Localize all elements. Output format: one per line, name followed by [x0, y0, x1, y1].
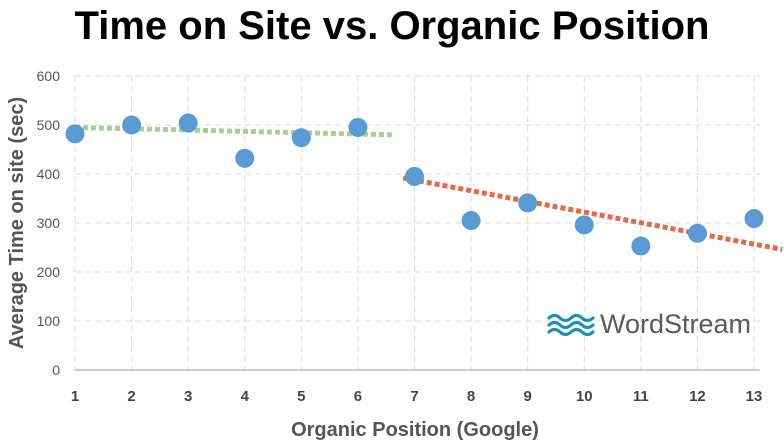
x-tick-label: 6 — [354, 388, 362, 405]
y-tick-label: 0 — [52, 362, 60, 378]
data-point — [687, 223, 707, 243]
x-tick-label: 7 — [410, 388, 418, 405]
x-tick-label: 5 — [297, 388, 305, 405]
chart-title: Time on Site vs. Organic Position — [74, 4, 710, 48]
x-tick-label: 10 — [576, 388, 593, 405]
data-point — [65, 124, 85, 144]
x-tick-label: 11 — [633, 388, 649, 405]
data-point — [122, 115, 142, 135]
data-point — [348, 117, 368, 137]
x-tick-label: 1 — [71, 388, 79, 405]
data-point — [235, 148, 255, 168]
data-point — [574, 215, 594, 235]
x-tick-label: 13 — [746, 388, 763, 405]
data-point — [291, 128, 311, 148]
y-tick-label: 100 — [37, 313, 61, 329]
trendline — [402, 175, 783, 252]
y-tick-label: 300 — [37, 215, 61, 231]
trendline — [74, 124, 392, 138]
y-tick-labels: 0 100 200 300 400 500 600 — [37, 68, 61, 378]
data-point — [518, 193, 538, 213]
waves-icon — [547, 313, 595, 337]
y-tick-label: 600 — [37, 68, 61, 84]
x-axis-label: Organic Position (Google) — [291, 419, 539, 441]
logo-text: WordStream — [600, 309, 751, 339]
x-tick-label: 12 — [689, 388, 706, 405]
data-point — [405, 166, 424, 186]
y-axis-label: Average Time on site (sec) — [6, 97, 28, 349]
grid-lines — [74, 75, 760, 370]
x-tick-label: 4 — [241, 388, 250, 405]
x-tick-label: 9 — [523, 388, 531, 405]
x-tick-labels: 1 2 3 4 5 6 7 8 9 10 11 12 13 — [71, 388, 763, 405]
data-point — [631, 236, 651, 256]
trendlines — [74, 124, 783, 252]
data-point — [461, 211, 481, 231]
x-tick-label: 2 — [127, 388, 135, 405]
y-tick-label: 500 — [37, 117, 61, 133]
data-points — [65, 113, 764, 256]
y-tick-label: 200 — [37, 264, 61, 280]
data-point — [178, 113, 198, 133]
x-tick-label: 3 — [184, 388, 192, 405]
data-point — [744, 209, 764, 229]
y-tick-label: 400 — [37, 166, 61, 182]
x-tick-label: 8 — [467, 388, 475, 405]
wordstream-logo: WordStream — [547, 309, 751, 339]
